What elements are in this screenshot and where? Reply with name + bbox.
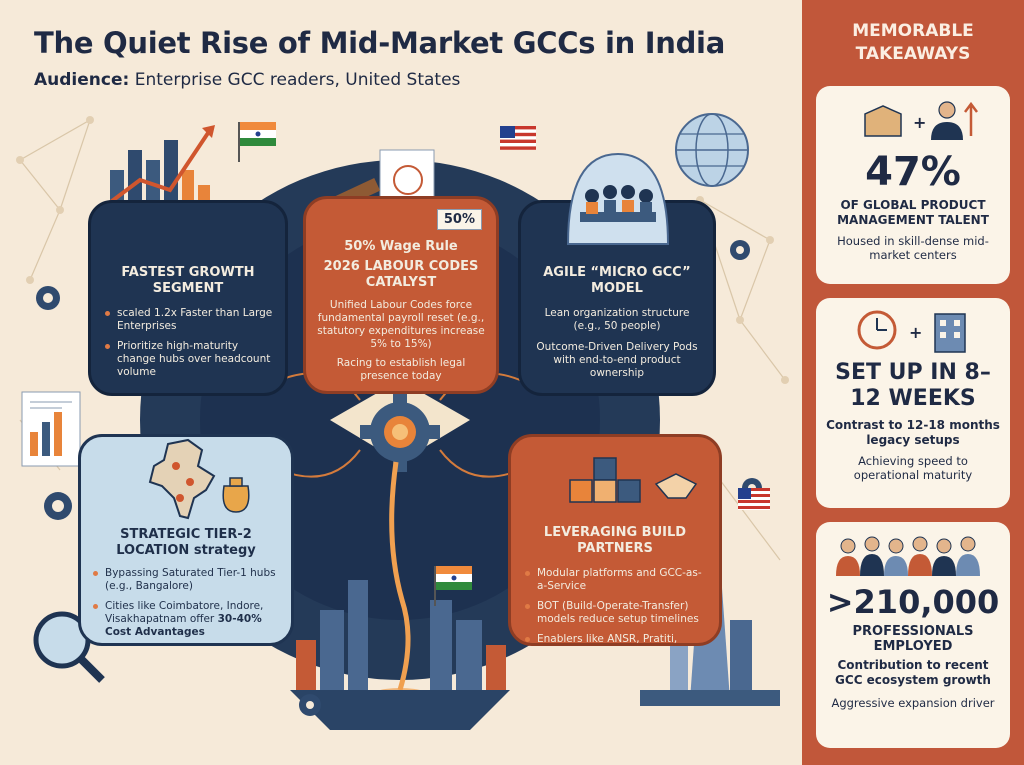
growth-heading: FASTEST GROWTH SEGMENT bbox=[121, 265, 255, 296]
panel-tier2-location: STRATEGIC TIER-2 LOCATION strategy Bypas… bbox=[78, 434, 294, 646]
list-item: Modular platforms and GCC-as-a-Service bbox=[523, 567, 707, 593]
labour-text-1: Unified Labour Codes force fundamental p… bbox=[317, 299, 485, 350]
panel-labour-codes: 50% 50% Wage Rule 2026 LABOUR CODES CATA… bbox=[303, 196, 499, 394]
agile-text-1: Lean organization structure (e.g., 50 pe… bbox=[544, 307, 690, 332]
money-bag-icon bbox=[222, 477, 250, 513]
setup-note: Achieving speed to operational maturity bbox=[853, 454, 973, 482]
people-group-icon bbox=[836, 536, 980, 576]
clock-building-icon: + bbox=[857, 310, 966, 353]
agile-heading: AGILE “MICRO GCC” MODEL bbox=[543, 265, 691, 296]
team-meeting-icon bbox=[566, 152, 670, 245]
panel-fastest-growth: FASTEST GROWTH SEGMENT scaled 1.2x Faste… bbox=[88, 200, 288, 396]
tier2-heading: STRATEGIC TIER-2 LOCATION strategy bbox=[116, 527, 256, 558]
badge-50-percent: 50% bbox=[436, 209, 482, 230]
central-gear bbox=[360, 392, 440, 472]
build-bullets: Modular platforms and GCC-as-a-Service B… bbox=[523, 567, 707, 643]
takeaway-card-professionals: >210,000 PROFESSIONALS EMPLOYED Contribu… bbox=[816, 522, 1010, 748]
infographic-main: The Quiet Rise of Mid-Market GCCs in Ind… bbox=[16, 26, 789, 730]
india-flag-top bbox=[238, 122, 276, 162]
labour-heading: 2026 LABOUR CODES CATALYST bbox=[323, 259, 479, 290]
build-heading: LEVERAGING BUILD PARTNERS bbox=[543, 525, 687, 556]
professionals-note: Aggressive expansion driver bbox=[831, 696, 995, 710]
svg-text:+: + bbox=[909, 323, 922, 342]
setup-big-text: SET UP IN 8–12 WEEKS bbox=[835, 360, 991, 411]
us-flag-top bbox=[500, 126, 536, 150]
page-title: The Quiet Rise of Mid-Market GCCs in Ind… bbox=[34, 26, 725, 60]
globe-icon bbox=[675, 113, 749, 187]
tier2-cost-advantage: 30-40% Cost Advantages bbox=[105, 613, 262, 638]
agile-text-2: Outcome-Driven Delivery Pods with end-to… bbox=[536, 341, 698, 379]
growth-bullets: scaled 1.2x Faster than Large Enterprise… bbox=[103, 307, 273, 379]
india-map-icon bbox=[148, 438, 250, 520]
list-item: Bypassing Saturated Tier-1 hubs (e.g., B… bbox=[91, 567, 281, 593]
talent-note: Housed in skill-dense mid-market centers bbox=[837, 234, 989, 262]
professionals-big-number: >210,000 bbox=[826, 583, 1000, 621]
list-item: scaled 1.2x Faster than Large Enterprise… bbox=[103, 307, 273, 333]
modular-blocks-icon bbox=[569, 457, 698, 503]
setup-label: Contrast to 12-18 months legacy setups bbox=[826, 418, 1000, 447]
tier2-last-bullet: Cities like Coimbatore, Indore, Visakhap… bbox=[105, 600, 264, 625]
list-item: Enablers like ANSR, Pratiti, Bootminds d… bbox=[523, 633, 707, 643]
tier2-bullets: Bypassing Saturated Tier-1 hubs (e.g., B… bbox=[91, 567, 281, 639]
document-chart-icon bbox=[21, 391, 81, 467]
svg-text:+: + bbox=[913, 113, 926, 132]
panel-build-partners: LEVERAGING BUILD PARTNERS Modular platfo… bbox=[508, 434, 722, 646]
professionals-label: PROFESSIONALS EMPLOYED bbox=[852, 624, 974, 654]
audience-label: Audience: bbox=[34, 70, 130, 90]
audience-value: Enterprise GCC readers, United States bbox=[134, 70, 461, 90]
list-item: Prioritize high-maturity change hubs ove… bbox=[103, 340, 273, 379]
labour-subheading: 50% Wage Rule bbox=[344, 239, 458, 254]
list-item: Cities like Coimbatore, Indore, Visakhap… bbox=[91, 600, 281, 639]
us-flag-right bbox=[738, 488, 770, 510]
audience-line: Audience: Enterprise GCC readers, United… bbox=[34, 70, 460, 90]
takeaways-sidebar: MEMORABLE TAKEAWAYS + 47% OF GLOBAL PROD… bbox=[802, 0, 1024, 765]
talent-icon: + bbox=[864, 101, 978, 140]
takeaway-card-setup: + SET UP IN 8–12 WEEKS Contrast to 12-18… bbox=[816, 298, 1010, 508]
sidebar-title: MEMORABLE TAKEAWAYS bbox=[852, 21, 974, 64]
list-item: BOT (Build-Operate-Transfer) models redu… bbox=[523, 600, 707, 626]
takeaway-card-talent: + 47% OF GLOBAL PRODUCT MANAGEMENT TALEN… bbox=[816, 86, 1010, 284]
talent-label: OF GLOBAL PRODUCT MANAGEMENT TALENT bbox=[837, 198, 989, 227]
india-flag-center bbox=[434, 566, 472, 606]
labour-text-2: Racing to establish legal presence today bbox=[336, 357, 466, 382]
professionals-label-2: Contribution to recent GCC ecosystem gro… bbox=[835, 658, 991, 687]
talent-big-number: 47% bbox=[865, 149, 961, 195]
handshake-icon bbox=[654, 473, 698, 499]
